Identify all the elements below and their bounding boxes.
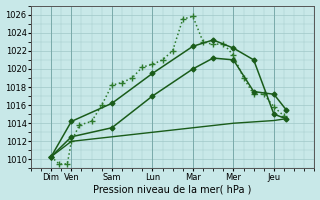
X-axis label: Pression niveau de la mer( hPa ): Pression niveau de la mer( hPa ) <box>93 184 252 194</box>
